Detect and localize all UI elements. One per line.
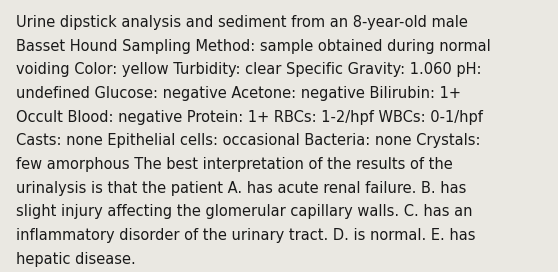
Text: voiding Color: yellow Turbidity: clear Specific Gravity: 1.060 pH:: voiding Color: yellow Turbidity: clear S… xyxy=(16,62,481,77)
Text: urinalysis is that the patient A. has acute renal failure. B. has: urinalysis is that the patient A. has ac… xyxy=(16,181,466,196)
Text: Urine dipstick analysis and sediment from an 8-year-old male: Urine dipstick analysis and sediment fro… xyxy=(16,15,468,30)
Text: Occult Blood: negative Protein: 1+ RBCs: 1-2/hpf WBCs: 0-1/hpf: Occult Blood: negative Protein: 1+ RBCs:… xyxy=(16,110,483,125)
Text: Casts: none Epithelial cells: occasional Bacteria: none Crystals:: Casts: none Epithelial cells: occasional… xyxy=(16,133,480,148)
Text: hepatic disease.: hepatic disease. xyxy=(16,252,136,267)
Text: slight injury affecting the glomerular capillary walls. C. has an: slight injury affecting the glomerular c… xyxy=(16,204,472,219)
Text: inflammatory disorder of the urinary tract. D. is normal. E. has: inflammatory disorder of the urinary tra… xyxy=(16,228,475,243)
Text: Basset Hound Sampling Method: sample obtained during normal: Basset Hound Sampling Method: sample obt… xyxy=(16,39,490,54)
Text: undefined Glucose: negative Acetone: negative Bilirubin: 1+: undefined Glucose: negative Acetone: neg… xyxy=(16,86,460,101)
Text: few amorphous The best interpretation of the results of the: few amorphous The best interpretation of… xyxy=(16,157,453,172)
